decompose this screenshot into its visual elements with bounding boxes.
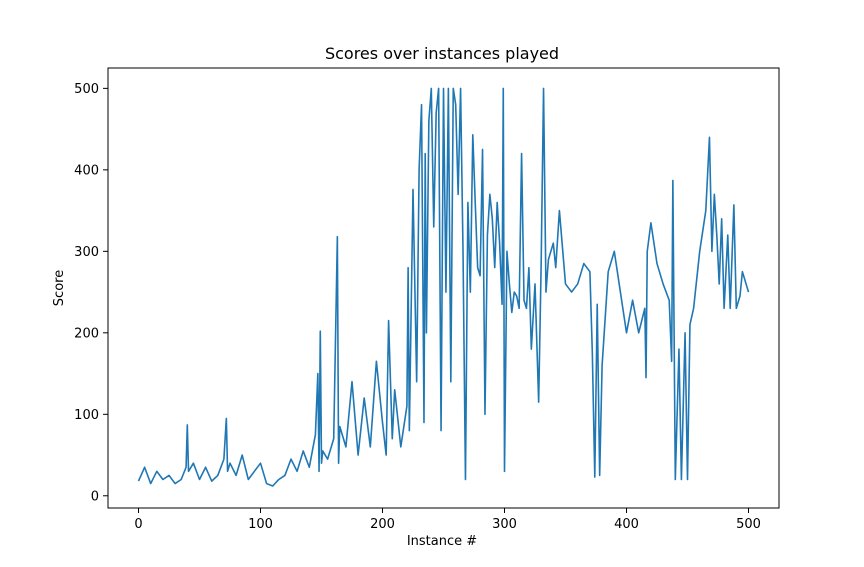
y-tick-label: 100 bbox=[74, 408, 99, 423]
y-tick-label: 300 bbox=[74, 245, 99, 260]
x-tick-label: 200 bbox=[370, 517, 395, 532]
x-tick-label: 0 bbox=[134, 517, 142, 532]
x-tick-label: 300 bbox=[492, 517, 517, 532]
y-tick-label: 200 bbox=[74, 326, 99, 341]
x-axis-label: Instance # bbox=[407, 534, 477, 549]
y-tick-label: 500 bbox=[74, 82, 99, 97]
x-tick-label: 100 bbox=[248, 517, 273, 532]
x-tick-label: 500 bbox=[736, 517, 761, 532]
plot-frame bbox=[107, 67, 780, 509]
plot-series bbox=[137, 87, 750, 487]
y-tick-label: 400 bbox=[74, 163, 99, 178]
series-line-0 bbox=[137, 87, 750, 487]
y-axis-label: Score bbox=[52, 270, 67, 306]
y-axis-ticks: 0 100 200 300 400 500 bbox=[74, 82, 108, 504]
y-tick-label: 0 bbox=[91, 489, 99, 504]
x-tick-label: 400 bbox=[614, 517, 639, 532]
x-axis-ticks: 0 100 200 300 400 500 bbox=[134, 508, 761, 532]
chart-title: Scores over instances played bbox=[325, 44, 559, 63]
